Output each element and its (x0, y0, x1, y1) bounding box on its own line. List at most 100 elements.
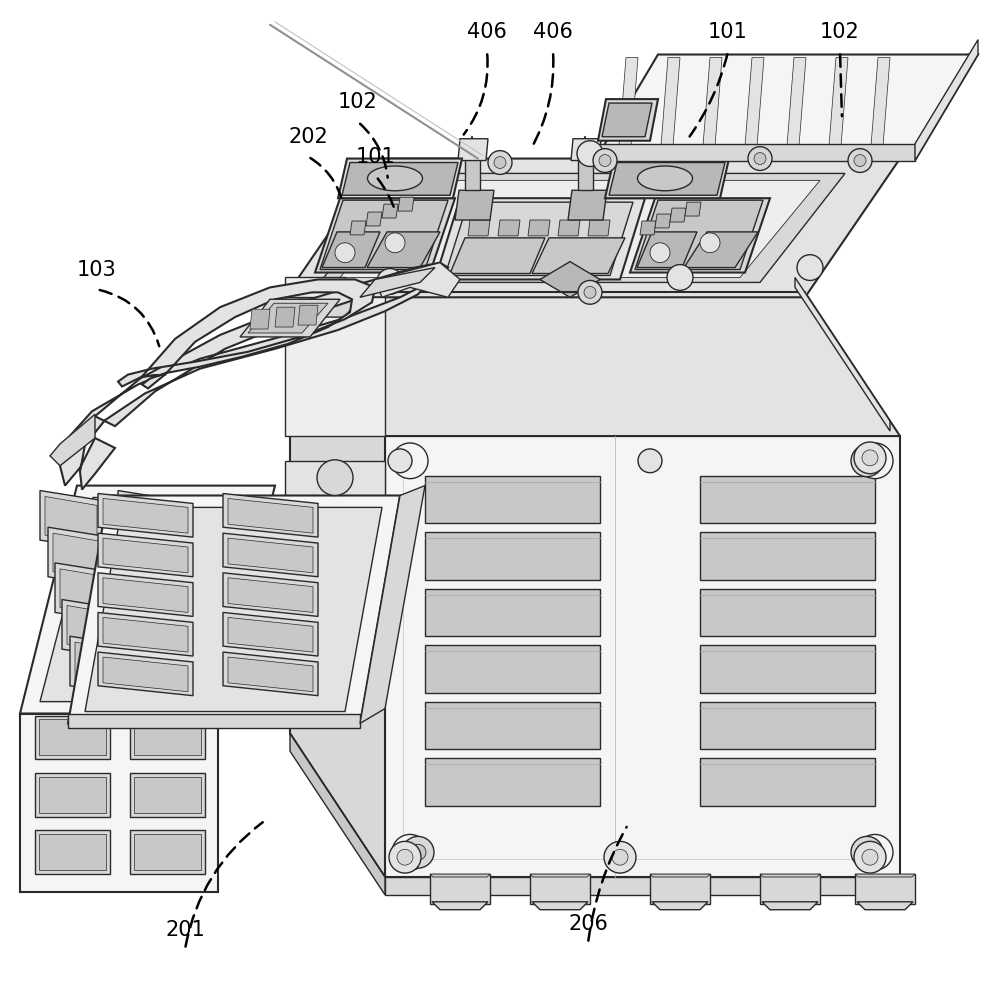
Polygon shape (322, 232, 380, 268)
Text: 406: 406 (533, 22, 573, 42)
Polygon shape (700, 645, 875, 693)
Circle shape (638, 449, 662, 473)
Polygon shape (250, 309, 270, 329)
Polygon shape (568, 190, 607, 220)
Polygon shape (652, 902, 708, 910)
Polygon shape (398, 197, 414, 211)
Polygon shape (285, 299, 358, 317)
Polygon shape (118, 491, 180, 550)
Circle shape (650, 243, 670, 263)
Circle shape (385, 233, 405, 253)
Polygon shape (425, 532, 600, 580)
Circle shape (392, 834, 428, 870)
Polygon shape (275, 307, 295, 327)
Polygon shape (103, 498, 188, 533)
Polygon shape (39, 834, 106, 870)
Polygon shape (760, 874, 820, 877)
Circle shape (584, 286, 596, 298)
Polygon shape (60, 263, 448, 490)
Circle shape (604, 841, 636, 873)
Polygon shape (228, 578, 313, 612)
Polygon shape (290, 292, 900, 436)
Circle shape (577, 141, 603, 166)
Polygon shape (20, 486, 275, 714)
Polygon shape (744, 57, 764, 159)
Polygon shape (153, 642, 205, 690)
Text: 102: 102 (820, 22, 860, 42)
Polygon shape (660, 57, 680, 159)
Polygon shape (40, 491, 102, 550)
Polygon shape (140, 600, 202, 659)
Circle shape (317, 460, 353, 496)
Polygon shape (285, 159, 900, 297)
Polygon shape (702, 57, 722, 159)
Polygon shape (630, 198, 770, 273)
Polygon shape (68, 714, 360, 728)
Polygon shape (98, 652, 193, 696)
Polygon shape (20, 714, 218, 892)
Polygon shape (385, 436, 900, 877)
Polygon shape (540, 262, 600, 297)
Polygon shape (228, 498, 313, 533)
Polygon shape (578, 159, 593, 190)
Polygon shape (126, 527, 188, 587)
Text: 101: 101 (356, 147, 396, 166)
Polygon shape (298, 305, 318, 325)
Polygon shape (228, 657, 313, 692)
Polygon shape (385, 877, 900, 895)
Polygon shape (133, 563, 195, 622)
Polygon shape (528, 220, 550, 236)
Polygon shape (98, 573, 193, 616)
Text: 202: 202 (288, 127, 328, 147)
Polygon shape (468, 220, 490, 236)
Polygon shape (39, 777, 106, 813)
Polygon shape (640, 221, 656, 235)
Polygon shape (425, 702, 600, 749)
Polygon shape (103, 578, 188, 612)
Polygon shape (138, 569, 190, 616)
Polygon shape (67, 606, 119, 653)
Polygon shape (498, 220, 520, 236)
Polygon shape (609, 163, 725, 195)
Circle shape (578, 280, 602, 304)
Circle shape (700, 233, 720, 253)
Circle shape (862, 849, 878, 865)
Polygon shape (430, 874, 490, 877)
Polygon shape (366, 212, 382, 226)
Polygon shape (602, 103, 652, 137)
Circle shape (377, 269, 403, 294)
Polygon shape (375, 263, 460, 297)
Polygon shape (700, 532, 875, 580)
Polygon shape (98, 612, 193, 656)
Polygon shape (98, 533, 193, 577)
Polygon shape (637, 232, 697, 268)
Circle shape (389, 841, 421, 873)
Polygon shape (530, 874, 590, 904)
Polygon shape (68, 496, 400, 723)
Polygon shape (248, 303, 328, 333)
Polygon shape (285, 461, 385, 496)
Polygon shape (915, 40, 978, 161)
Polygon shape (240, 299, 340, 337)
Polygon shape (532, 238, 625, 274)
Polygon shape (430, 874, 490, 904)
Polygon shape (40, 497, 258, 702)
Polygon shape (571, 139, 601, 161)
Polygon shape (35, 773, 110, 817)
Circle shape (335, 243, 355, 263)
Polygon shape (85, 507, 382, 712)
Circle shape (612, 849, 628, 865)
Polygon shape (285, 297, 385, 436)
Polygon shape (70, 636, 132, 696)
Polygon shape (700, 758, 875, 806)
Polygon shape (60, 569, 112, 616)
Polygon shape (598, 99, 658, 141)
Polygon shape (635, 200, 763, 270)
Polygon shape (360, 486, 425, 723)
Polygon shape (223, 494, 318, 537)
Polygon shape (595, 144, 915, 161)
Text: 201: 201 (165, 920, 205, 939)
Polygon shape (320, 173, 845, 282)
Polygon shape (382, 204, 398, 218)
Polygon shape (145, 606, 197, 653)
